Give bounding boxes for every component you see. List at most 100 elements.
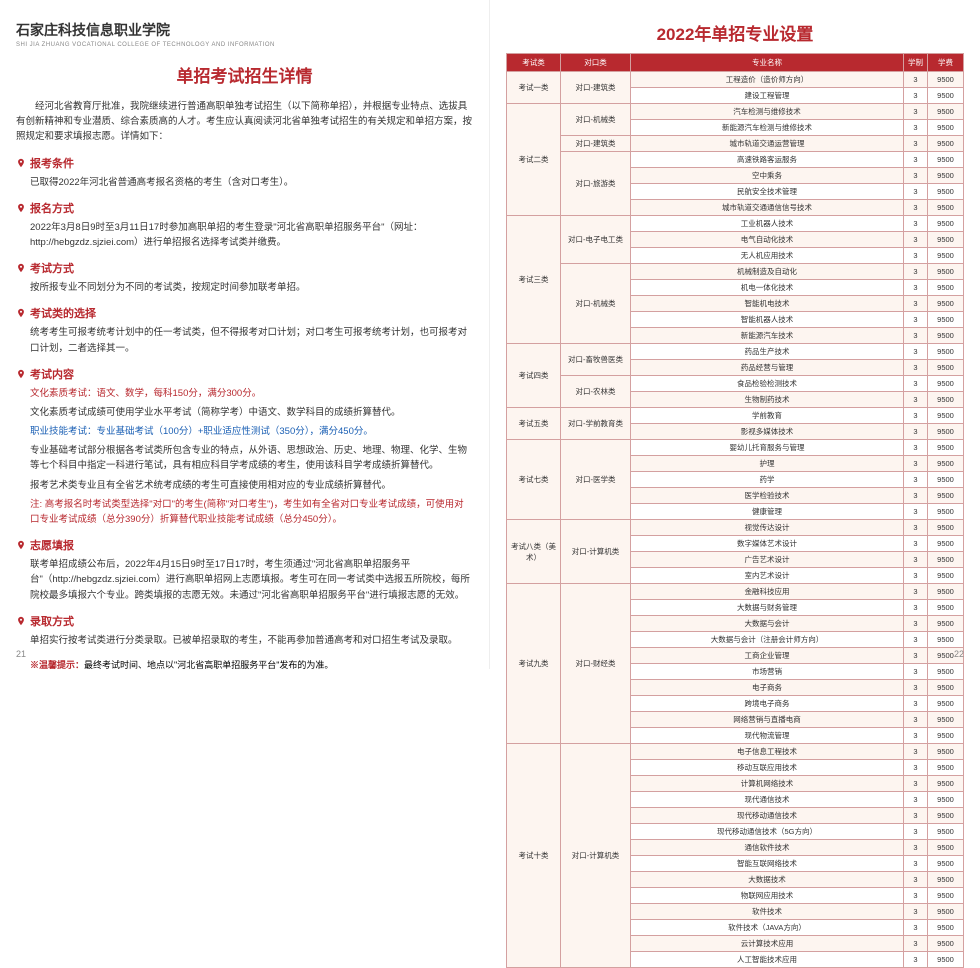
cell-major: 智能机电技术 <box>631 296 904 312</box>
cell-fee: 9500 <box>928 824 964 840</box>
cell-fee: 9500 <box>928 424 964 440</box>
cell-fee: 9500 <box>928 856 964 872</box>
section-body: 单招实行按考试类进行分类录取。已被单招录取的考生，不能再参加普通高考和对口招生考… <box>16 633 473 648</box>
cell-major: 物联网应用技术 <box>631 888 904 904</box>
cell-fee: 9500 <box>928 72 964 88</box>
section-body: 已取得2022年河北省普通高考报名资格的考生（含对口考生）。 <box>16 175 473 190</box>
cell-major: 工业机器人技术 <box>631 216 904 232</box>
cell-exam-type: 考试九类 <box>507 584 561 744</box>
table-row: 对口-农林类食品检验检测技术39500 <box>507 376 964 392</box>
cell-fee: 9500 <box>928 600 964 616</box>
cell-major: 护理 <box>631 456 904 472</box>
cell-exam-type: 考试七类 <box>507 440 561 520</box>
section-title: 考试内容 <box>30 366 74 382</box>
cell-fee: 9500 <box>928 248 964 264</box>
cell-major: 现代移动通信技术 <box>631 808 904 824</box>
cell-duration: 3 <box>904 760 928 776</box>
cell-major: 民航安全技术管理 <box>631 184 904 200</box>
cell-duration: 3 <box>904 856 928 872</box>
cell-category: 对口-电子电工类 <box>561 216 631 264</box>
cell-duration: 3 <box>904 600 928 616</box>
cell-fee: 9500 <box>928 472 964 488</box>
table-row: 考试四类对口-畜牧兽医类药品生产技术39500 <box>507 344 964 360</box>
cell-category: 对口-建筑类 <box>561 136 631 152</box>
cell-fee: 9500 <box>928 312 964 328</box>
cell-fee: 9500 <box>928 568 964 584</box>
cell-duration: 3 <box>904 920 928 936</box>
cell-major: 移动互联应用技术 <box>631 760 904 776</box>
cell-major: 数字媒体艺术设计 <box>631 536 904 552</box>
cell-major: 食品检验检测技术 <box>631 376 904 392</box>
cell-major: 建设工程管理 <box>631 88 904 104</box>
cell-fee: 9500 <box>928 888 964 904</box>
left-title: 单招考试招生详情 <box>16 62 473 87</box>
cell-duration: 3 <box>904 584 928 600</box>
cell-duration: 3 <box>904 744 928 760</box>
cell-fee: 9500 <box>928 392 964 408</box>
cell-fee: 9500 <box>928 728 964 744</box>
cell-major: 智能机器人技术 <box>631 312 904 328</box>
cell-duration: 3 <box>904 328 928 344</box>
cell-major: 健康管理 <box>631 504 904 520</box>
cell-major: 大数据与会计 <box>631 616 904 632</box>
cell-fee: 9500 <box>928 136 964 152</box>
cell-exam-type: 考试五类 <box>507 408 561 440</box>
cell-major: 软件技术（JAVA方向） <box>631 920 904 936</box>
cell-duration: 3 <box>904 904 928 920</box>
cell-major: 电子信息工程技术 <box>631 744 904 760</box>
cell-fee: 9500 <box>928 296 964 312</box>
cell-fee: 9500 <box>928 664 964 680</box>
cell-duration: 3 <box>904 680 928 696</box>
cell-duration: 3 <box>904 440 928 456</box>
cell-duration: 3 <box>904 776 928 792</box>
cell-major: 市场营销 <box>631 664 904 680</box>
section: 报考条件已取得2022年河北省普通高考报名资格的考生（含对口考生）。 <box>16 155 473 190</box>
cell-category: 对口-财经类 <box>561 584 631 744</box>
cell-fee: 9500 <box>928 88 964 104</box>
cell-major: 智能互联网络技术 <box>631 856 904 872</box>
cell-fee: 9500 <box>928 440 964 456</box>
cell-category: 对口-学前教育类 <box>561 408 631 440</box>
cell-exam-type: 考试一类 <box>507 72 561 104</box>
col-header: 专业名称 <box>631 54 904 72</box>
cell-duration: 3 <box>904 648 928 664</box>
cell-major: 电气自动化技术 <box>631 232 904 248</box>
cell-fee: 9500 <box>928 376 964 392</box>
pin-icon <box>16 616 26 626</box>
cell-category: 对口-建筑类 <box>561 72 631 104</box>
section: 考试内容文化素质考试：语文、数学，每科150分，满分300分。文化素质考试成绩可… <box>16 366 473 528</box>
cell-fee: 9500 <box>928 360 964 376</box>
cell-fee: 9500 <box>928 776 964 792</box>
cell-major: 影视多媒体技术 <box>631 424 904 440</box>
cell-category: 对口-计算机类 <box>561 520 631 584</box>
cell-major: 药品经营与管理 <box>631 360 904 376</box>
table-row: 考试七类对口-医学类婴幼儿托育服务与管理39500 <box>507 440 964 456</box>
pin-icon <box>16 369 26 379</box>
section: 志愿填报联考单招成绩公布后，2022年4月15日9时至17日17时，考生须通过"… <box>16 537 473 603</box>
table-row: 对口-机械类机械制造及自动化39500 <box>507 264 964 280</box>
cell-fee: 9500 <box>928 200 964 216</box>
cell-duration: 3 <box>904 216 928 232</box>
cell-fee: 9500 <box>928 232 964 248</box>
cell-duration: 3 <box>904 616 928 632</box>
section-body: 按所报专业不同划分为不同的考试类，按规定时间参加联考单招。 <box>16 280 473 295</box>
cell-fee: 9500 <box>928 216 964 232</box>
cell-duration: 3 <box>904 280 928 296</box>
cell-duration: 3 <box>904 664 928 680</box>
cell-duration: 3 <box>904 520 928 536</box>
logo: 石家庄科技信息职业学院 <box>16 20 473 40</box>
cell-duration: 3 <box>904 888 928 904</box>
cell-major: 大数据技术 <box>631 872 904 888</box>
cell-duration: 3 <box>904 936 928 952</box>
cell-fee: 9500 <box>928 408 964 424</box>
cell-duration: 3 <box>904 200 928 216</box>
cell-major: 学前教育 <box>631 408 904 424</box>
cell-duration: 3 <box>904 392 928 408</box>
cell-fee: 9500 <box>928 696 964 712</box>
cell-exam-type: 考试十类 <box>507 744 561 968</box>
cell-major: 金融科技应用 <box>631 584 904 600</box>
cell-fee: 9500 <box>928 184 964 200</box>
cell-fee: 9500 <box>928 504 964 520</box>
section-title: 报考条件 <box>30 155 74 171</box>
section: 录取方式单招实行按考试类进行分类录取。已被单招录取的考生，不能再参加普通高考和对… <box>16 613 473 648</box>
